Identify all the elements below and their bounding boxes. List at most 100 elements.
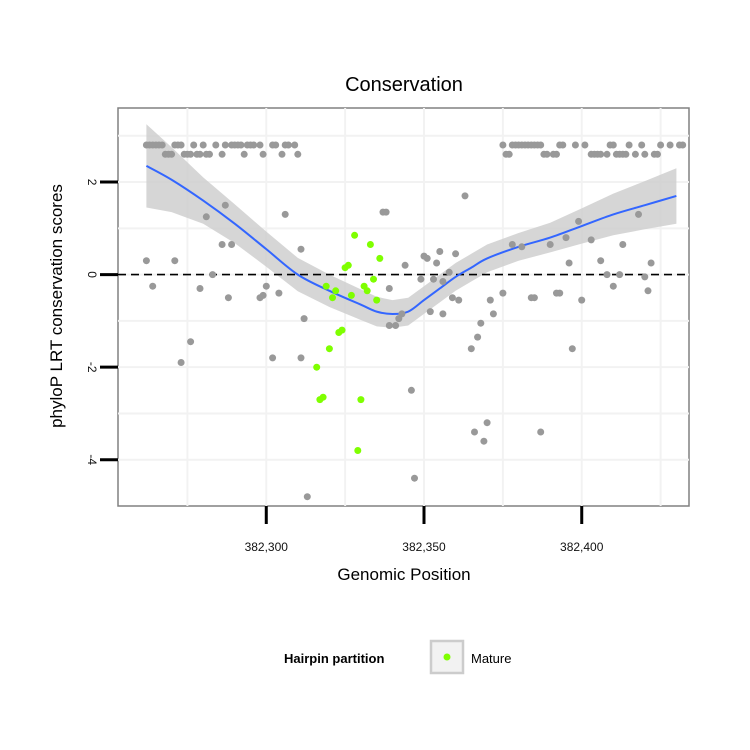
other-point xyxy=(452,250,460,258)
x-axis: 382,300 382,350 382,400 xyxy=(245,506,604,554)
other-point xyxy=(228,241,236,248)
y-tick-label: -4 xyxy=(85,454,99,465)
other-point xyxy=(616,271,624,279)
other-point xyxy=(546,241,554,248)
other-point xyxy=(212,141,220,149)
other-point xyxy=(196,150,204,158)
mature-point xyxy=(354,447,362,454)
other-point xyxy=(202,213,210,221)
mature-point xyxy=(363,287,371,295)
other-point xyxy=(631,150,639,158)
mature-point xyxy=(332,287,340,295)
other-point xyxy=(562,234,570,242)
other-point xyxy=(666,141,674,149)
other-point xyxy=(221,201,229,209)
other-point xyxy=(518,243,526,251)
other-point xyxy=(679,141,687,149)
other-point xyxy=(644,287,652,295)
other-point xyxy=(553,150,560,158)
other-point xyxy=(291,141,299,149)
other-point xyxy=(168,150,176,158)
y-tick-label: 0 xyxy=(85,271,99,278)
other-point xyxy=(297,354,305,362)
mature-point xyxy=(329,294,336,302)
other-point xyxy=(187,338,195,346)
other-point xyxy=(262,282,270,290)
other-point xyxy=(149,282,157,290)
mature-point xyxy=(370,275,377,283)
other-point xyxy=(575,217,583,225)
other-point xyxy=(275,289,283,297)
other-point xyxy=(530,294,538,302)
y-axis-title: phyloP LRT conservation scores xyxy=(47,184,66,428)
mature-point xyxy=(325,345,333,353)
other-point xyxy=(250,141,258,149)
other-point xyxy=(158,141,166,149)
other-point xyxy=(259,150,267,158)
other-point xyxy=(411,474,418,482)
other-point xyxy=(625,141,633,149)
other-point xyxy=(300,315,308,323)
other-point xyxy=(597,150,605,158)
legend: Hairpin partition Mature xyxy=(284,639,511,675)
mature-point xyxy=(357,396,365,404)
y-tick-label: 2 xyxy=(85,179,99,186)
other-point xyxy=(480,437,488,445)
other-point xyxy=(382,208,390,216)
other-point xyxy=(499,289,507,297)
mature-point xyxy=(322,282,330,290)
other-point xyxy=(483,419,491,427)
other-point xyxy=(657,141,665,149)
other-point xyxy=(474,333,482,341)
x-tick-label: 382,350 xyxy=(402,540,446,554)
mature-point xyxy=(344,261,352,269)
other-point xyxy=(259,291,267,299)
other-point xyxy=(556,289,564,297)
other-point xyxy=(505,150,513,158)
mature-point xyxy=(376,254,384,262)
other-point xyxy=(209,271,217,279)
other-point xyxy=(638,141,646,149)
other-point xyxy=(272,141,280,149)
other-point xyxy=(471,428,478,436)
other-point xyxy=(426,308,434,316)
legend-title: Hairpin partition xyxy=(284,651,384,666)
other-point xyxy=(187,150,195,158)
other-point xyxy=(269,354,277,362)
smooth-line-layer xyxy=(145,164,677,315)
mature-point xyxy=(351,231,359,239)
other-point xyxy=(392,322,400,329)
mature-point xyxy=(366,241,374,248)
other-point xyxy=(587,236,595,244)
other-point xyxy=(467,345,475,353)
other-point xyxy=(284,141,292,149)
other-point xyxy=(603,271,611,279)
other-point xyxy=(218,150,226,158)
points-layer xyxy=(142,141,687,501)
other-point xyxy=(486,296,494,304)
other-point xyxy=(489,310,497,318)
other-point xyxy=(448,294,456,302)
other-point xyxy=(398,310,406,318)
other-point xyxy=(609,141,617,149)
other-point xyxy=(177,359,185,366)
confidence-band xyxy=(146,124,677,328)
other-point xyxy=(641,150,649,158)
other-point xyxy=(635,210,642,218)
other-point xyxy=(654,150,661,158)
other-point xyxy=(619,241,627,248)
other-point xyxy=(142,257,150,265)
other-point xyxy=(578,296,586,304)
other-point xyxy=(543,150,551,158)
mature-point xyxy=(313,363,321,371)
other-point xyxy=(423,254,431,262)
other-point xyxy=(568,345,576,353)
smooth-trend-line xyxy=(145,164,677,315)
other-point xyxy=(499,141,507,149)
other-point xyxy=(537,141,545,149)
other-point xyxy=(278,150,286,158)
mature-point xyxy=(319,393,327,401)
other-point xyxy=(196,285,204,292)
mature-point xyxy=(338,326,346,334)
